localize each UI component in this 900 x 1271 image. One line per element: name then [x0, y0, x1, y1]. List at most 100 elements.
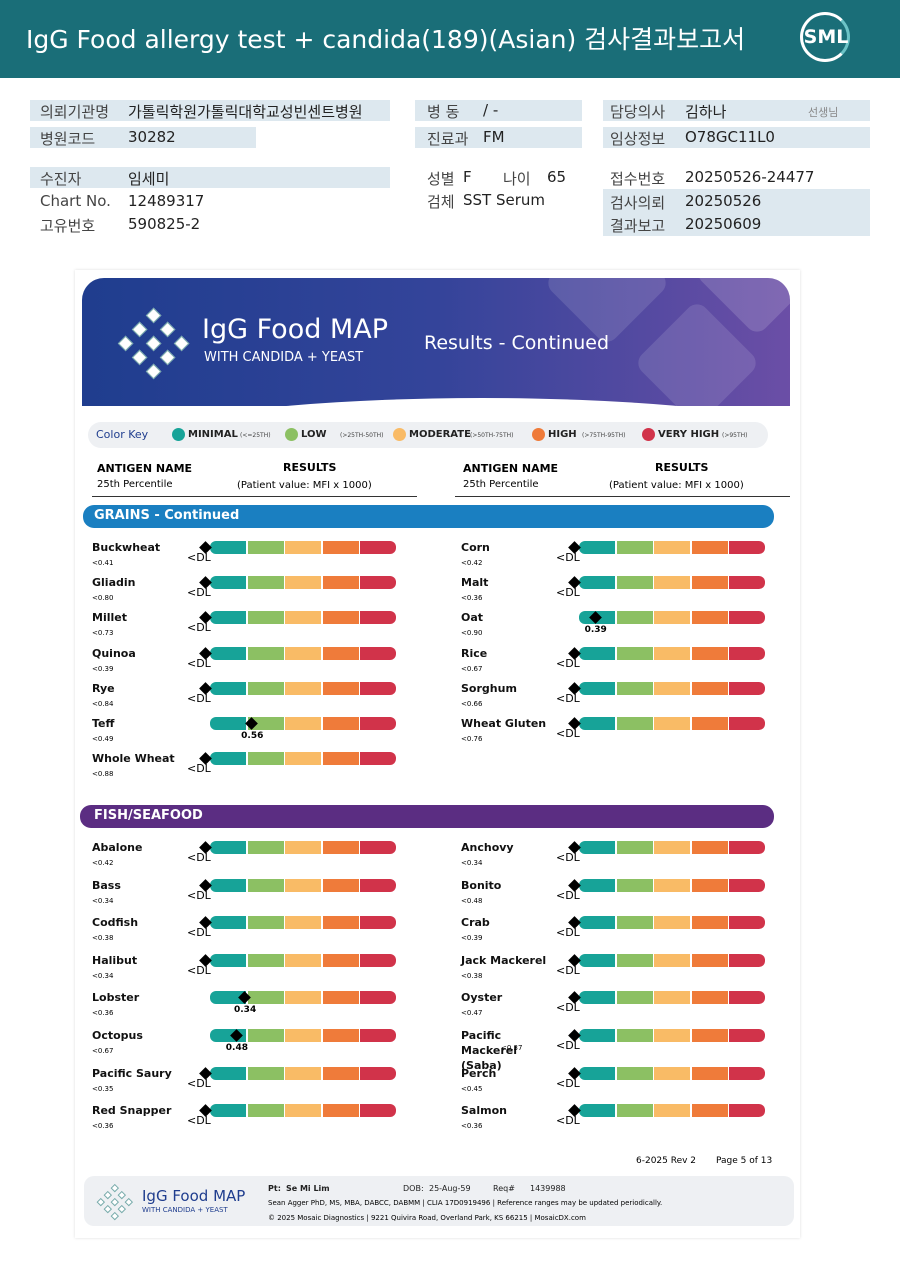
info-value: 20250609 — [685, 215, 762, 233]
range-segment — [210, 841, 246, 854]
result-value: <DL — [187, 888, 211, 902]
info-label: 임상정보 — [610, 130, 666, 148]
range-segment — [579, 1104, 615, 1118]
percentile: <0.41 — [92, 559, 114, 567]
range-segment — [285, 646, 322, 660]
footer-brand: IgG Food MAP — [142, 1187, 246, 1205]
range-segment — [247, 1104, 284, 1118]
percentile: <0.38 — [92, 934, 114, 943]
key-range: (>75TH-95TH) — [582, 432, 626, 439]
result-value: <DL — [187, 621, 211, 635]
logo-text: SML — [803, 26, 849, 48]
percentile: <0.88 — [92, 770, 114, 779]
range-segment — [210, 681, 246, 695]
result-value: <DL — [556, 851, 580, 864]
range-segment — [616, 953, 653, 967]
range-segment — [210, 916, 246, 930]
key-dot — [172, 428, 185, 441]
antigen-name: Whole Wheat — [92, 752, 175, 766]
range-segment — [247, 1066, 284, 1080]
revision: 6-2025 Rev 2 — [636, 1156, 697, 1166]
percentile: <0.49 — [92, 735, 114, 743]
percentile: <0.48 — [461, 896, 483, 905]
antigen-name: Red Snapper — [92, 1104, 172, 1118]
range-segment — [322, 841, 359, 854]
range-segment — [247, 576, 284, 590]
info-label: 성별 — [427, 170, 455, 188]
percentile: <0.35 — [92, 1084, 114, 1093]
range-segment — [322, 1029, 359, 1042]
info-label: 결과보고 — [610, 217, 666, 235]
range-segment — [729, 1029, 766, 1042]
info-label: 수진자 — [40, 170, 82, 188]
range-segment — [360, 841, 397, 854]
range-segment — [691, 1029, 728, 1042]
result-value: <DL — [556, 888, 580, 902]
range-segment — [360, 752, 397, 766]
info-label: 병원코드 — [40, 130, 96, 148]
range-segment — [654, 953, 691, 967]
antigen-name: Gliadin — [92, 576, 136, 590]
range-segment — [729, 576, 766, 590]
info-value: 20250526-24477 — [685, 168, 815, 186]
range-segment — [729, 541, 766, 554]
range-segment — [729, 953, 766, 967]
range-segment — [729, 646, 766, 660]
key-range: (<=25TH) — [240, 432, 271, 439]
range-segment — [579, 916, 615, 930]
range-segment — [654, 916, 691, 930]
key-dot — [393, 428, 406, 441]
footer-bar — [84, 1176, 794, 1226]
info-box — [603, 189, 870, 236]
range-segment — [210, 991, 246, 1005]
range-segment — [247, 991, 284, 1005]
range-segment — [360, 717, 397, 730]
range-segment — [247, 646, 284, 660]
range-segment — [616, 1029, 653, 1042]
range-segment — [691, 611, 728, 625]
range-segment — [729, 916, 766, 930]
range-segment — [247, 878, 284, 892]
range-segment — [360, 916, 397, 930]
page-number: Page 5 of 13 — [716, 1156, 773, 1166]
header-title: IgG Food allergy test + candida(189)(Asi… — [26, 25, 746, 54]
range-segment — [360, 1066, 397, 1080]
range-segment — [360, 681, 397, 695]
section-bar — [80, 805, 774, 828]
range-segment — [729, 1066, 766, 1080]
info-value: 임세미 — [128, 170, 170, 188]
range-segment — [247, 752, 284, 766]
range-segment — [210, 541, 246, 554]
percentile: <0.90 — [461, 629, 483, 638]
antigen-name: Wheat Gluten — [461, 717, 547, 730]
dob: 25-Aug-59 — [429, 1184, 471, 1193]
info-value: F — [463, 168, 472, 186]
header-rule — [92, 496, 417, 497]
antigen-name: Abalone — [92, 841, 143, 854]
range-segment — [729, 611, 766, 625]
col-results: RESULTS — [655, 461, 709, 474]
range-segment — [285, 1104, 322, 1118]
range-segment — [691, 991, 728, 1005]
percentile: <0.45 — [461, 1084, 483, 1093]
result-value: <DL — [187, 963, 211, 977]
result-value: <DL — [187, 1114, 211, 1128]
range-segment — [322, 752, 359, 766]
range-segment — [360, 953, 397, 967]
range-segment — [322, 576, 359, 590]
banner — [82, 278, 790, 406]
range-segment — [691, 953, 728, 967]
antigen-name: Pacific Saury — [92, 1066, 172, 1080]
percentile: <0.67 — [92, 1047, 114, 1055]
section-title: GRAINS - Continued — [94, 508, 240, 523]
key-name: HIGH — [548, 429, 577, 440]
range-segment — [322, 991, 359, 1005]
result-value: <DL — [556, 691, 580, 705]
antigen-name: Teff — [92, 717, 115, 730]
range-segment — [210, 611, 246, 625]
percentile: <0.34 — [92, 896, 114, 905]
info-value: 가톨릭학원가톨릭대학교성빈센트병원 — [128, 103, 363, 121]
range-segment — [691, 878, 728, 892]
range-segment — [691, 681, 728, 695]
